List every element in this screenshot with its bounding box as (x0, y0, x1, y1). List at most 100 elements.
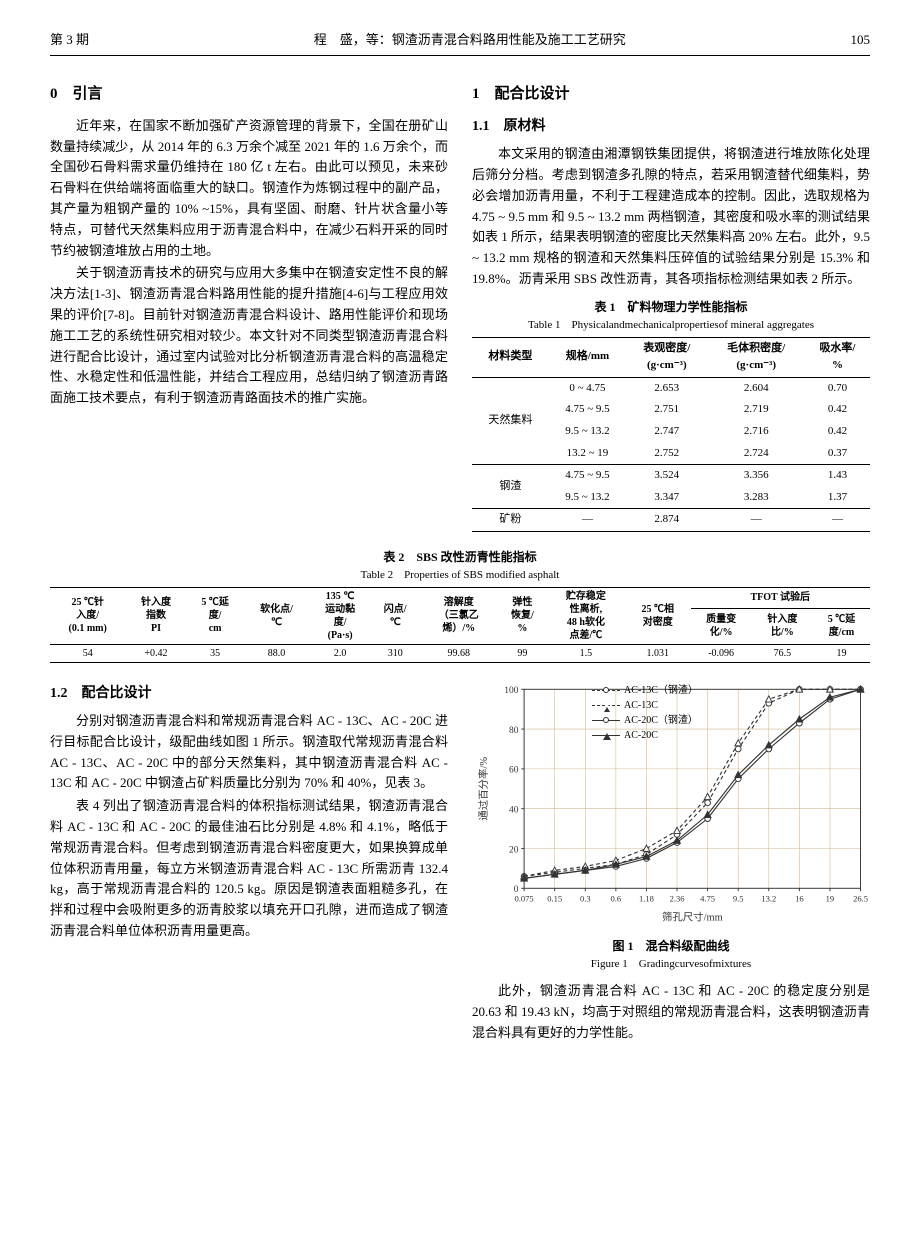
t1-cell: — (549, 509, 626, 532)
t2h10a: 质量变 化/% (691, 608, 752, 644)
sec12-p1: 分别对钢渣沥青混合料和常规沥青混合料 AC - 13C、AC - 20C 进行目… (50, 711, 448, 794)
svg-text:20: 20 (509, 845, 519, 855)
t1-cell: — (707, 509, 805, 532)
chart-caption-cn: 图 1 混合料级配曲线 (472, 937, 870, 956)
t2c0: 54 (50, 644, 125, 662)
svg-text:16: 16 (795, 893, 804, 903)
legend-label: AC-20C（钢渣） (624, 713, 698, 728)
legend-label: AC-13C (624, 698, 658, 713)
t1-cell: 2.724 (707, 443, 805, 465)
t2h1: 针入度 指数 PI (125, 587, 186, 644)
sec1-title: 1 配合比设计 (472, 82, 870, 106)
legend-label: AC-13C（钢渣） (624, 683, 698, 698)
t2h9: 25 ℃相 对密度 (625, 587, 690, 644)
t1-cell: 2.752 (626, 443, 707, 465)
t2c9: 1.031 (625, 644, 690, 662)
svg-text:0.3: 0.3 (580, 893, 591, 903)
table2-caption: 表 2 SBS 改性沥青性能指标 Table 2 Properties of S… (50, 548, 870, 585)
t1-cell: 3.356 (707, 465, 805, 487)
t2c5: 310 (371, 644, 420, 662)
t2h0: 25 ℃针 入度/ (0.1 mm) (50, 587, 125, 644)
svg-text:0.075: 0.075 (515, 893, 534, 903)
svg-text:100: 100 (504, 686, 518, 696)
t2h7: 弹性 恢复/ % (498, 587, 547, 644)
sec0-title: 0 引言 (50, 82, 448, 106)
sec0-p2: 关于钢渣沥青技术的研究与应用大多集中在钢渣安定性不良的解决方法[1-3]、钢渣沥… (50, 263, 448, 409)
t2c2: 35 (187, 644, 244, 662)
t1-cell: 4.75 ~ 9.5 (549, 399, 626, 421)
svg-text:13.2: 13.2 (761, 893, 776, 903)
t1-cell: 3.524 (626, 465, 707, 487)
table1-caption-cn: 表 1 矿料物理力学性能指标 (472, 298, 870, 317)
t2h10: TFOT 试验后 (691, 587, 871, 608)
header-title: 程 盛，等：钢渣沥青混合料路用性能及施工工艺研究 (314, 30, 626, 51)
t2h4: 135 ℃ 运动黏 度/ (Pa·s) (310, 587, 371, 644)
table2-caption-cn: 表 2 SBS 改性沥青性能指标 (50, 548, 870, 567)
t2c4: 2.0 (310, 644, 371, 662)
sec0-p1: 近年来，在国家不断加强矿产资源管理的背景下，全国在册矿山数量持续减少，从 201… (50, 116, 448, 262)
svg-text:4.75: 4.75 (700, 893, 715, 903)
t1-cell: 9.5 ~ 13.2 (549, 487, 626, 509)
legend-label: AC-20C (624, 728, 658, 743)
table1-head: 材料类型 规格/mm 表观密度/ (g·cm⁻³) 毛体积密度/ (g·cm⁻³… (472, 337, 870, 377)
table1-caption-en: Table 1 Physicalandmechanicalpropertieso… (472, 317, 870, 335)
legend-item: AC-13C（钢渣） (592, 683, 698, 698)
t1-cell: 2.604 (707, 377, 805, 399)
table2-caption-en: Table 2 Properties of SBS modified aspha… (50, 567, 870, 585)
sec11-p1: 本文采用的钢渣由湘潭钢铁集团提供，将钢渣进行堆放陈化处理后筛分分档。考虑到钢渣多… (472, 144, 870, 290)
t2c1: +0.42 (125, 644, 186, 662)
svg-text:0.15: 0.15 (547, 893, 562, 903)
t1h1: 规格/mm (549, 337, 626, 377)
svg-text:1.18: 1.18 (639, 893, 654, 903)
t2h5: 闪点/ ℃ (371, 587, 420, 644)
t1-cell: 0.70 (805, 377, 870, 399)
t1-cell: 2.719 (707, 399, 805, 421)
table1: 材料类型 规格/mm 表观密度/ (g·cm⁻³) 毛体积密度/ (g·cm⁻³… (472, 337, 870, 532)
t1-cell: 0.42 (805, 421, 870, 443)
t2h10c: 5 ℃延 度/cm (813, 608, 870, 644)
t1-c0: 钢渣 (472, 465, 549, 509)
svg-text:80: 80 (509, 726, 519, 736)
t1-cell: 2.747 (626, 421, 707, 443)
t1-cell: 3.283 (707, 487, 805, 509)
t1-cell: 0 ~ 4.75 (549, 377, 626, 399)
legend-item: AC-20C (592, 728, 698, 743)
chart-caption: 图 1 混合料级配曲线 Figure 1 Gradingcurvesofmixt… (472, 937, 870, 974)
t1-cell: 2.751 (626, 399, 707, 421)
svg-text:60: 60 (509, 765, 519, 775)
t1-cell: 1.43 (805, 465, 870, 487)
table-row: 钢渣4.75 ~ 9.53.5243.3561.43 (472, 465, 870, 487)
t2c10c: 19 (813, 644, 870, 662)
svg-text:通过百分率/%: 通过百分率/% (477, 756, 490, 820)
t1h4: 吸水率/ % (805, 337, 870, 377)
t1-cell: 2.716 (707, 421, 805, 443)
t1-cell: 0.37 (805, 443, 870, 465)
chart-caption-en: Figure 1 Gradingcurvesofmixtures (472, 956, 870, 974)
svg-text:26.5: 26.5 (853, 893, 868, 903)
table2-row: 54 +0.42 35 88.0 2.0 310 99.68 99 1.5 1.… (50, 644, 870, 662)
t2h6: 溶解度 （三氯乙 烯）/% (420, 587, 498, 644)
t1-c0: 天然集料 (472, 377, 549, 464)
t1-cell: 4.75 ~ 9.5 (549, 465, 626, 487)
t2c8: 1.5 (547, 644, 625, 662)
svg-text:9.5: 9.5 (733, 893, 744, 903)
svg-text:40: 40 (509, 805, 519, 815)
sec12-title: 1.2 配合比设计 (50, 683, 448, 705)
t1-cell: 13.2 ~ 19 (549, 443, 626, 465)
t2c10b: 76.5 (752, 644, 813, 662)
t2h10b: 针入度 比/% (752, 608, 813, 644)
t2c7: 99 (498, 644, 547, 662)
t1-cell: 2.653 (626, 377, 707, 399)
t2h8: 贮存稳定 性离析, 48 h软化 点差/℃ (547, 587, 625, 644)
t1-c0: 矿粉 (472, 509, 549, 532)
svg-text:筛孔尺寸/mm: 筛孔尺寸/mm (662, 910, 723, 923)
table1-caption: 表 1 矿料物理力学性能指标 Table 1 Physicalandmechan… (472, 298, 870, 335)
t1-cell: 9.5 ~ 13.2 (549, 421, 626, 443)
table2-head-row1: 25 ℃针 入度/ (0.1 mm) 针入度 指数 PI 5 ℃延 度/ cm … (50, 587, 870, 608)
tail-p1: 此外，钢渣沥青混合料 AC - 13C 和 AC - 20C 的稳定度分别是 2… (472, 981, 870, 1043)
t1h3: 毛体积密度/ (g·cm⁻³) (707, 337, 805, 377)
t2c10a: -0.096 (691, 644, 752, 662)
table-row: 矿粉—2.874—— (472, 509, 870, 532)
running-header: 第 3 期 程 盛，等：钢渣沥青混合料路用性能及施工工艺研究 105 (50, 30, 870, 56)
issue-number: 第 3 期 (50, 30, 89, 51)
